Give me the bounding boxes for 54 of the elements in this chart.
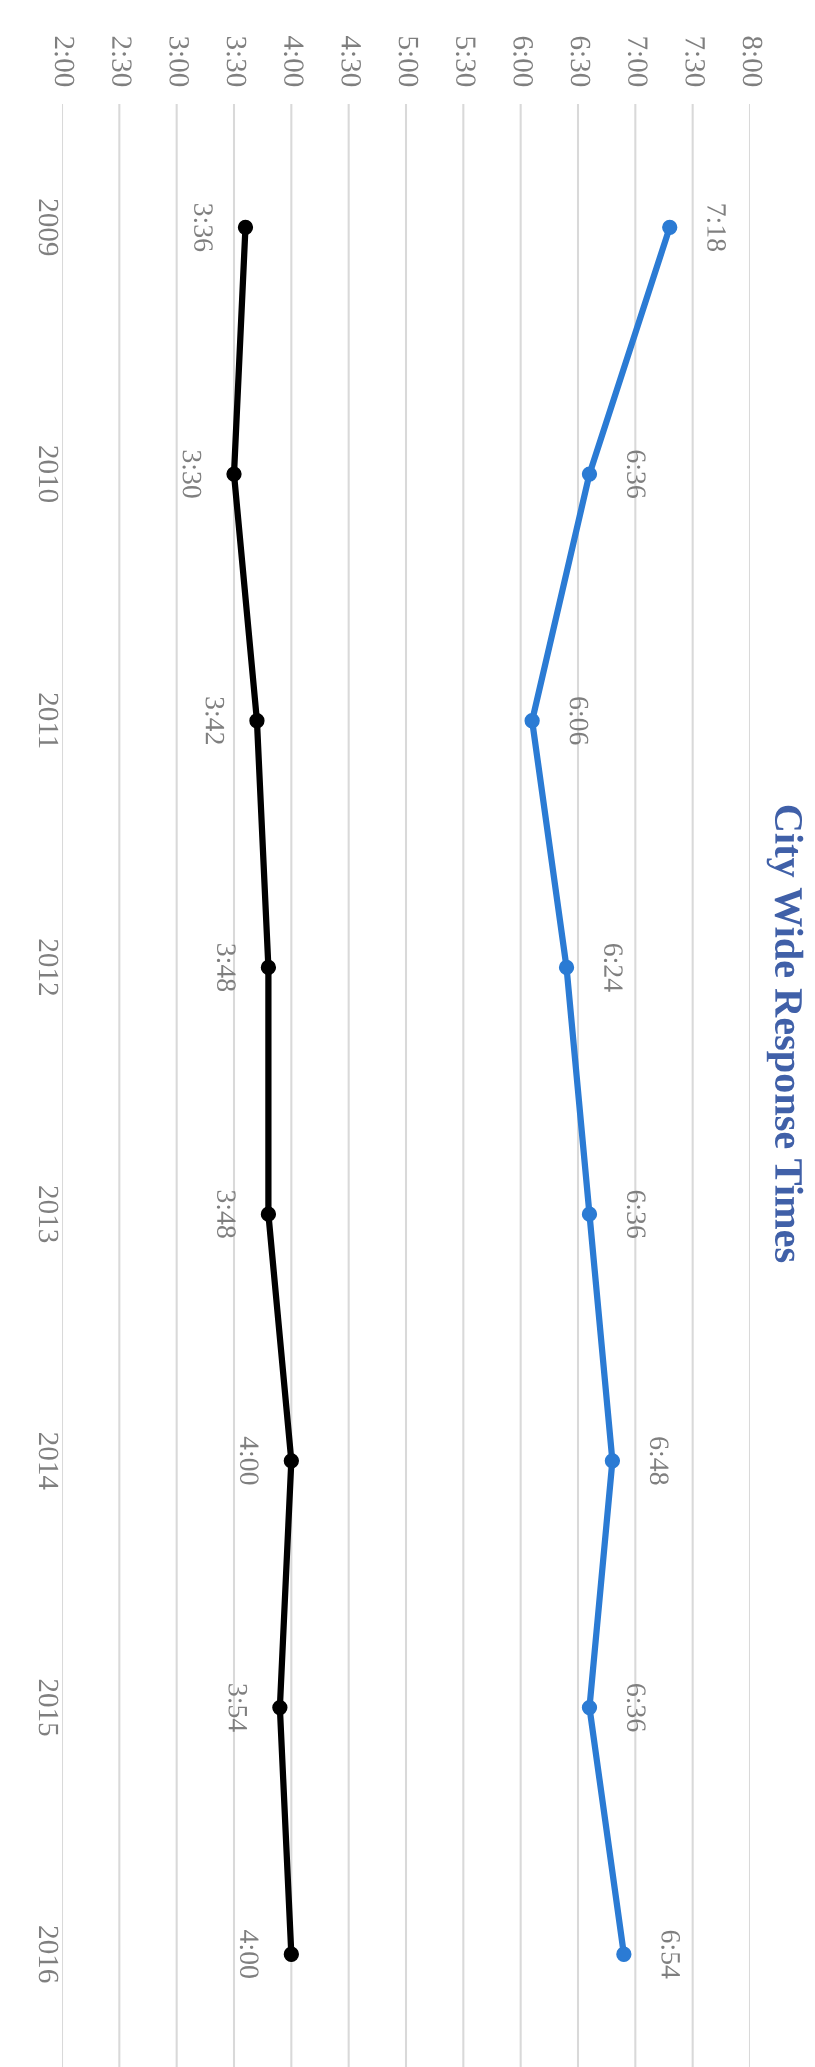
- data-label: 6:36: [626, 1190, 646, 1239]
- data-label: 4:00: [239, 1930, 259, 1978]
- x-tick-label: 4:00: [283, 36, 304, 87]
- x-tick-label: 7:00: [627, 37, 648, 87]
- point: [558, 959, 575, 976]
- data-label: 3:36: [193, 203, 213, 252]
- text: City Wide Response Times: [766, 805, 804, 1263]
- data-label: 6:36: [626, 1684, 646, 1732]
- point: [226, 466, 242, 482]
- x-tick-label: 3:00: [169, 36, 190, 87]
- point: [260, 959, 277, 976]
- x-tick-label: 5:30: [455, 37, 476, 87]
- x-tick-label: 2:00: [54, 36, 75, 87]
- data-label: 3:54: [228, 1684, 248, 1732]
- data-label: 6:24: [603, 943, 623, 992]
- data-label: 6:36: [626, 450, 646, 498]
- point: [283, 1453, 299, 1469]
- y-tick-label: 2014: [38, 1432, 59, 1490]
- data-label: 3:42: [205, 697, 225, 744]
- data-label: 3:48: [216, 1190, 236, 1238]
- data-label: 7:18: [707, 204, 726, 251]
- x-tick-label: 5:00: [398, 37, 419, 87]
- point: [524, 713, 540, 729]
- x-tick-label: 8:00: [742, 36, 763, 87]
- data-label: 6:06: [569, 697, 589, 745]
- x-tick-label: 3:30: [226, 36, 247, 87]
- point: [260, 1206, 277, 1222]
- y-tick-label: 2013: [38, 1186, 59, 1243]
- point: [662, 219, 678, 235]
- y-tick-label: 2010: [38, 446, 59, 503]
- y-tick-label: 2016: [38, 1926, 59, 1983]
- x-tick-label: 2:30: [111, 36, 132, 87]
- point: [581, 1699, 598, 1716]
- data-label: 4:00: [239, 1436, 259, 1485]
- data-label: 6:48: [649, 1437, 669, 1485]
- point: [237, 219, 254, 235]
- data-label: 3:48: [216, 944, 236, 992]
- point: [581, 466, 598, 482]
- point: [581, 1206, 598, 1222]
- y-tick-label: 2015: [38, 1679, 59, 1736]
- data-label: 3:30: [182, 450, 202, 498]
- x-tick-label: 4:30: [341, 36, 362, 87]
- point: [616, 1946, 632, 1962]
- y-tick-label: 2009: [38, 199, 59, 256]
- data-label: 6:54: [661, 1930, 681, 1979]
- x-tick-label: 7:30: [685, 37, 706, 87]
- point: [272, 1699, 288, 1716]
- point: [604, 1453, 621, 1469]
- x-tick-label: 6:00: [513, 36, 534, 87]
- y-tick-label: 2011: [38, 693, 59, 748]
- y-tick-label: 2012: [38, 939, 59, 996]
- point: [249, 713, 265, 729]
- point: [283, 1946, 299, 1962]
- x-tick-label: 6:30: [570, 36, 591, 87]
